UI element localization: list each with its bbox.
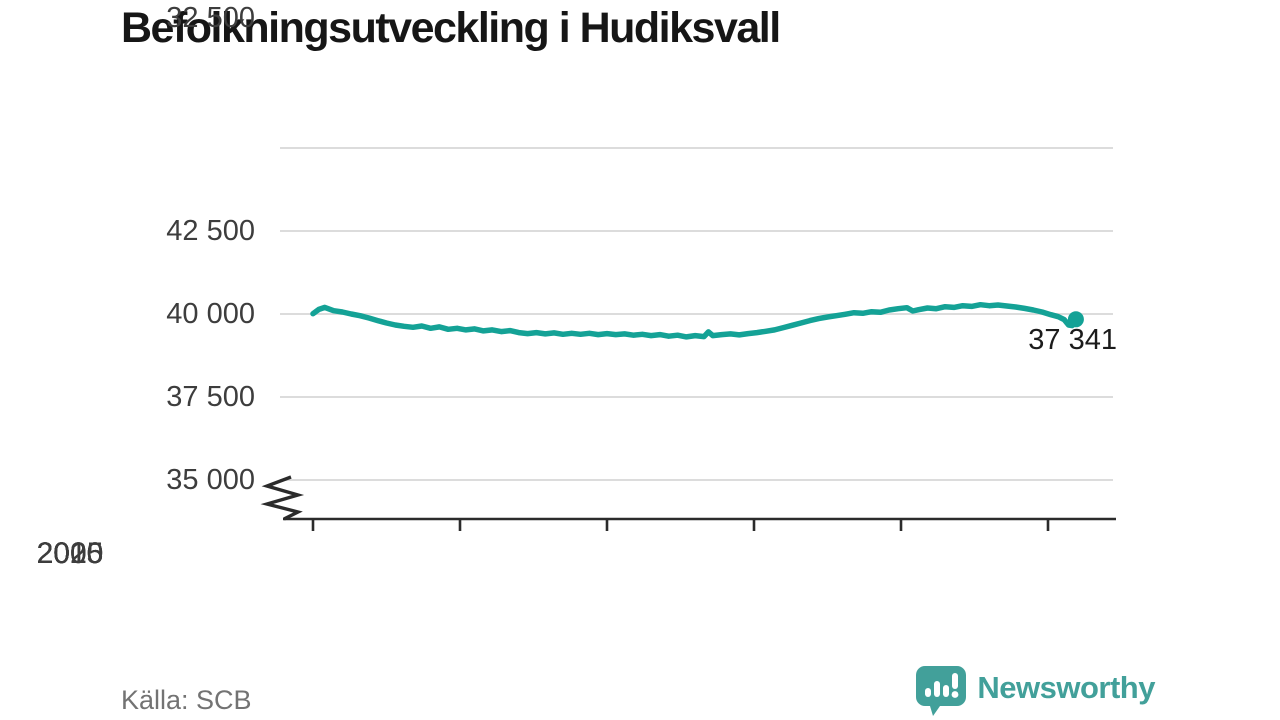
source-label: Källa: SCB [121, 685, 252, 715]
page-title: Befolkningsutveckling i Hudiksvall [121, 4, 781, 52]
x-axis-tick-label: 2020 [36, 537, 104, 570]
last-value-label: 37 341 [1028, 324, 1117, 356]
y-axis-tick-label: 32 500 [166, 2, 255, 34]
newsworthy-logo: Newsworthy [914, 664, 1155, 718]
x-axis-tick-label: 2000 [36, 537, 104, 570]
y-axis-tick-label: 40 000 [166, 298, 255, 330]
y-axis-tick-label: 42 500 [166, 215, 255, 247]
x-axis-tick-label: 2005 [36, 537, 104, 570]
x-axis-tick-label: 2010 [36, 537, 104, 570]
axis-break-icon [260, 475, 305, 521]
y-axis-tick-label: 37 500 [166, 381, 255, 413]
chart-bars-icon [925, 673, 959, 698]
speech-bubble-shape [916, 666, 967, 716]
x-axis-tick-label: 2015 [36, 537, 104, 570]
brand-name: Newsworthy [977, 670, 1155, 705]
x-axis-tick-label: 2025 [36, 537, 104, 570]
y-axis-tick-label: 35 000 [166, 464, 255, 496]
newsworthy-bubble-icon [916, 666, 967, 716]
